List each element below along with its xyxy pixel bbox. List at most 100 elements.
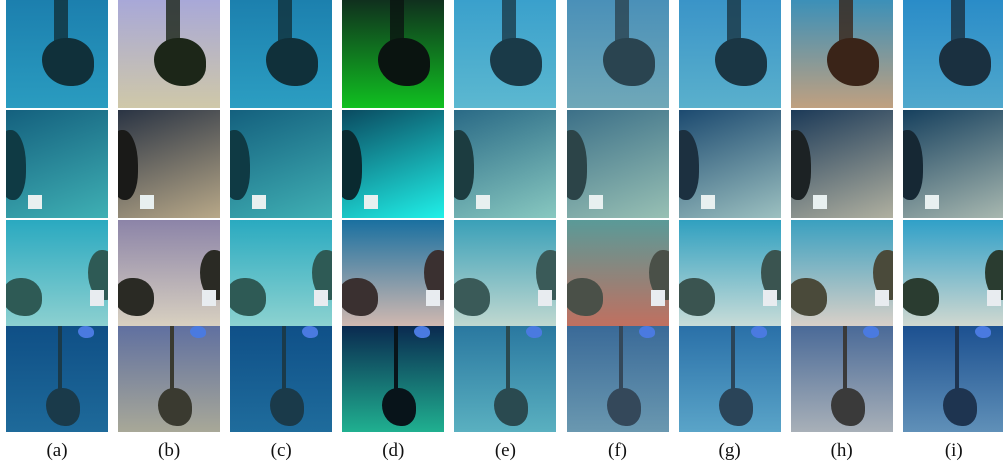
rock xyxy=(567,278,603,316)
rock xyxy=(6,278,42,316)
image-tile xyxy=(454,110,556,218)
image-tile xyxy=(567,326,669,432)
marker xyxy=(140,195,154,209)
marker xyxy=(314,290,328,306)
image-tile xyxy=(679,220,781,326)
image-tile xyxy=(342,110,444,218)
marker xyxy=(252,195,266,209)
rope xyxy=(170,326,174,396)
image-tile xyxy=(679,326,781,432)
rock xyxy=(715,38,767,86)
marker xyxy=(589,195,603,209)
image-tile xyxy=(454,0,556,108)
column-label: (d) xyxy=(341,440,445,462)
image-tile xyxy=(903,220,1003,326)
image-tile xyxy=(230,110,332,218)
column-label: (e) xyxy=(453,440,557,462)
rope xyxy=(731,326,735,396)
marker xyxy=(925,195,939,209)
marker xyxy=(813,195,827,209)
image-tile xyxy=(567,110,669,218)
image-tile xyxy=(230,0,332,108)
rock xyxy=(679,130,699,200)
rock xyxy=(791,278,827,316)
buoy xyxy=(382,388,416,426)
image-tile xyxy=(679,0,781,108)
image-tile xyxy=(342,326,444,432)
rope xyxy=(58,326,62,396)
marker xyxy=(202,290,216,306)
marker xyxy=(987,290,1001,306)
rock xyxy=(939,38,991,86)
image-tile xyxy=(342,0,444,108)
image-tile xyxy=(118,110,220,218)
rock xyxy=(903,130,923,200)
light xyxy=(863,326,879,338)
rope xyxy=(394,326,398,396)
rope xyxy=(506,326,510,396)
image-tile xyxy=(791,326,893,432)
rock xyxy=(342,278,378,316)
image-tile xyxy=(6,110,108,218)
rope xyxy=(955,326,959,396)
image-tile xyxy=(118,326,220,432)
light xyxy=(639,326,655,338)
marker xyxy=(763,290,777,306)
image-tile xyxy=(791,0,893,108)
rock xyxy=(903,278,939,316)
marker xyxy=(701,195,715,209)
buoy xyxy=(158,388,192,426)
light xyxy=(975,326,991,338)
column-label: (a) xyxy=(5,440,109,462)
light xyxy=(190,326,206,338)
rock xyxy=(679,278,715,316)
marker xyxy=(90,290,104,306)
image-tile xyxy=(230,220,332,326)
light xyxy=(751,326,767,338)
rope xyxy=(619,326,623,396)
light xyxy=(526,326,542,338)
column-label: (g) xyxy=(678,440,782,462)
rock xyxy=(454,278,490,316)
marker xyxy=(426,290,440,306)
column-label: (i) xyxy=(902,440,1003,462)
image-tile xyxy=(6,0,108,108)
rock xyxy=(118,278,154,316)
column-label: (h) xyxy=(790,440,894,462)
rock xyxy=(42,38,94,86)
buoy xyxy=(46,388,80,426)
buoy xyxy=(494,388,528,426)
rock xyxy=(378,38,430,86)
image-tile xyxy=(791,220,893,326)
rock xyxy=(603,38,655,86)
rock xyxy=(342,130,362,200)
light xyxy=(78,326,94,338)
image-tile xyxy=(791,110,893,218)
rock xyxy=(230,278,266,316)
rope xyxy=(843,326,847,396)
marker xyxy=(538,290,552,306)
buoy xyxy=(270,388,304,426)
rock xyxy=(567,130,587,200)
buoy xyxy=(719,388,753,426)
column-label: (f) xyxy=(566,440,670,462)
image-tile xyxy=(454,326,556,432)
image-tile xyxy=(903,326,1003,432)
rock xyxy=(266,38,318,86)
image-tile xyxy=(230,326,332,432)
light xyxy=(414,326,430,338)
column-label: (c) xyxy=(229,440,333,462)
image-tile xyxy=(567,0,669,108)
image-tile xyxy=(903,110,1003,218)
buoy xyxy=(943,388,977,426)
light xyxy=(302,326,318,338)
image-tile xyxy=(6,326,108,432)
marker xyxy=(651,290,665,306)
rock xyxy=(230,130,250,200)
image-tile xyxy=(118,0,220,108)
image-tile xyxy=(454,220,556,326)
image-tile xyxy=(342,220,444,326)
marker xyxy=(875,290,889,306)
buoy xyxy=(831,388,865,426)
rock xyxy=(154,38,206,86)
